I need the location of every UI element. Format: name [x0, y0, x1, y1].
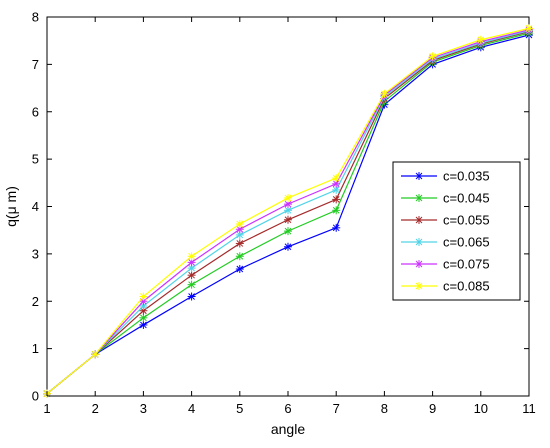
legend-entry: c=0.035	[401, 169, 490, 184]
data-point	[332, 195, 341, 204]
y-tick-label: 3	[32, 246, 39, 261]
data-point	[139, 313, 148, 322]
data-point	[284, 242, 292, 251]
x-tick-label: 9	[429, 401, 436, 416]
legend-label: c=0.035	[443, 169, 490, 184]
data-point	[235, 239, 244, 248]
x-tick-label: 1	[43, 401, 50, 416]
data-point	[235, 265, 244, 274]
y-tick-label: 2	[32, 294, 39, 309]
data-point	[187, 271, 196, 280]
x-axis-label: angle	[271, 421, 305, 437]
data-point	[476, 35, 485, 44]
data-point	[525, 24, 533, 33]
x-tick-label: 4	[188, 401, 195, 416]
legend-entry: c=0.045	[401, 191, 490, 206]
y-axis-label: q(μ m)	[3, 186, 19, 227]
data-point	[332, 206, 341, 215]
x-tick-label: 7	[333, 401, 340, 416]
legend-marker	[415, 238, 423, 246]
data-point	[380, 89, 389, 98]
data-point	[139, 292, 148, 301]
legend-label: c=0.085	[443, 279, 490, 294]
data-point	[139, 320, 148, 329]
legend-box	[392, 161, 521, 301]
legend-entry: c=0.065	[401, 235, 490, 250]
x-tick-label: 3	[140, 401, 147, 416]
y-tick-label: 4	[32, 199, 39, 214]
x-tick-label: 11	[522, 401, 536, 416]
data-point	[235, 252, 244, 261]
legend-label: c=0.065	[443, 235, 490, 250]
x-tick-label: 2	[92, 401, 99, 416]
legend-entry: c=0.085	[401, 279, 490, 294]
data-point	[187, 280, 196, 289]
y-tick-label: 7	[32, 57, 39, 72]
data-point	[139, 301, 148, 310]
y-tick-label: 0	[32, 389, 39, 404]
legend-label: c=0.055	[443, 213, 490, 228]
legend-entry: c=0.075	[401, 257, 490, 272]
y-tick-label: 8	[32, 10, 39, 25]
legend-entry: c=0.055	[401, 213, 490, 228]
data-point	[428, 52, 437, 61]
legend-label: c=0.075	[443, 257, 490, 272]
data-point	[284, 193, 292, 202]
data-point	[284, 215, 292, 224]
data-point	[235, 220, 244, 229]
series-c=0.085	[43, 24, 533, 398]
x-tick-label: 8	[381, 401, 388, 416]
x-tick-label: 10	[474, 401, 488, 416]
data-point	[187, 252, 196, 261]
legend-marker	[415, 282, 423, 290]
data-point	[332, 179, 341, 188]
legend-marker	[415, 172, 423, 180]
data-point	[332, 223, 341, 232]
legend-marker	[415, 260, 423, 268]
y-tick-label: 5	[32, 152, 39, 167]
data-point	[332, 174, 341, 183]
y-tick-label: 6	[32, 104, 39, 119]
legend-marker	[415, 194, 423, 202]
legend: c=0.035 c=0.045 c=0.055 c=0.065 c=0.075 c=0.0…	[392, 161, 521, 301]
data-point	[91, 350, 100, 359]
x-tick-label: 5	[236, 401, 243, 416]
x-tick-label: 6	[284, 401, 291, 416]
legend-label: c=0.045	[443, 191, 490, 206]
legend-marker	[415, 216, 423, 224]
data-point	[187, 292, 196, 301]
y-tick-label: 1	[32, 341, 39, 356]
data-point	[284, 227, 292, 236]
